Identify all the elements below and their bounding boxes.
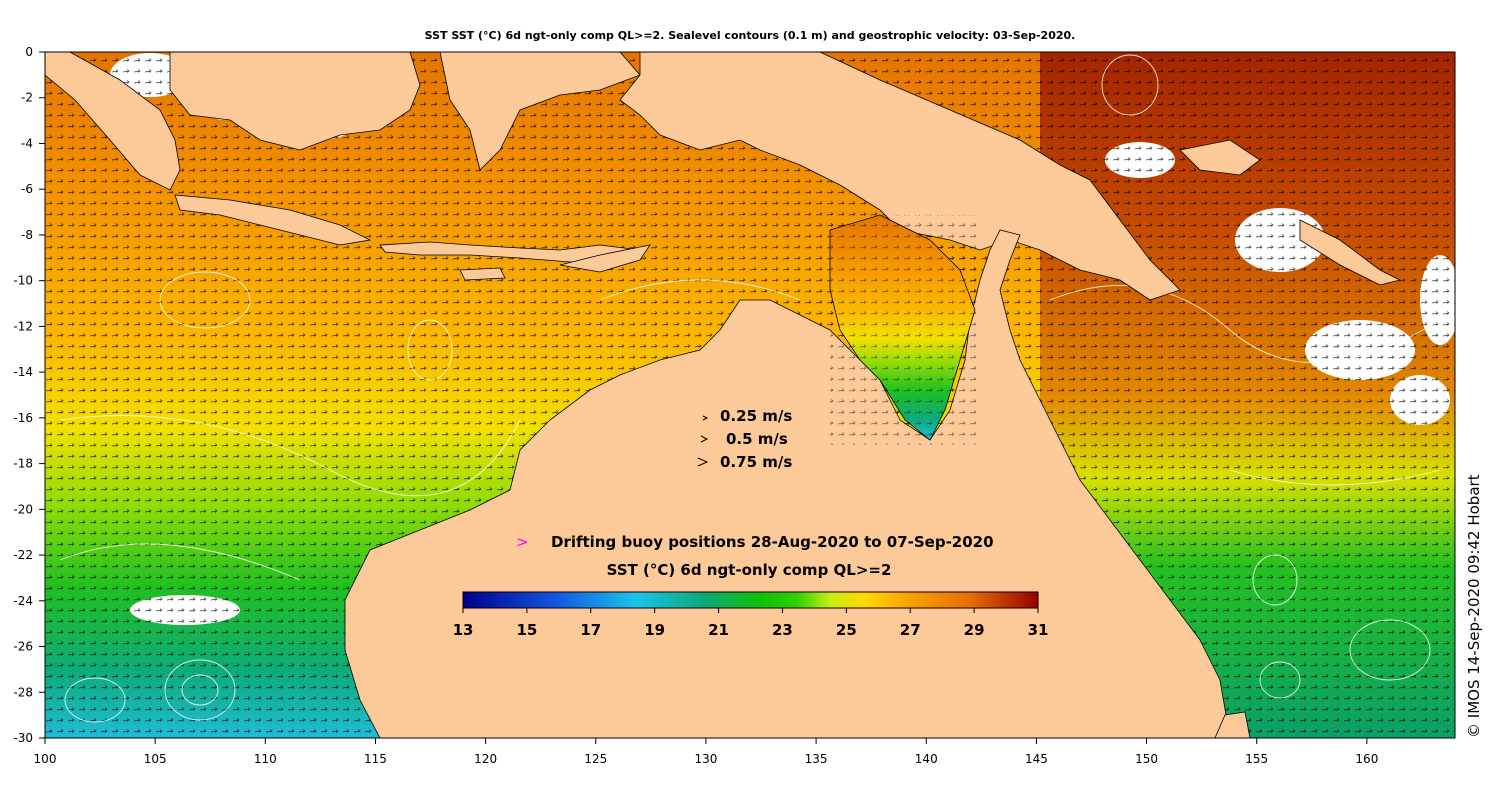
x-tick-label: 145 (1025, 752, 1048, 766)
velocity-key-label-05: 0.5 m/s (726, 430, 788, 448)
velocity-key-arrow-025 (702, 415, 709, 421)
x-tick-label: 105 (144, 752, 167, 766)
y-axis: 0 -2 -4 -6 -8 -10 -12 -14 -16 -18 -20 -22 -24 -26 -28 -… (13, 45, 45, 745)
colorbar-tick-label: 27 (900, 621, 921, 639)
x-tick-label: 110 (254, 752, 277, 766)
x-tick-label: 140 (915, 752, 938, 766)
colorbar-title: SST (°C) 6d ngt-only comp QL>=2 (607, 561, 892, 579)
velocity-key-label-075: 0.75 m/s (720, 453, 792, 471)
colorbar-tick-label: 23 (772, 621, 793, 639)
y-tick-label: -18 (13, 457, 33, 471)
map-title: SST SST (°C) 6d ngt-only comp QL>=2. Sea… (424, 29, 1076, 42)
velocity-key: 0.25 m/s 0.5 m/s 0.75 m/s (697, 407, 792, 471)
colorbar-tick-label: 31 (1028, 621, 1049, 639)
colorbar-scale (462, 591, 1039, 609)
x-tick-label: 150 (1135, 752, 1158, 766)
y-tick-label: -28 (13, 685, 33, 699)
colorbar-tick-label: 15 (516, 621, 537, 639)
land-timor (559, 244, 651, 273)
velocity-key-label-025: 0.25 m/s (720, 407, 792, 425)
land-sumba (459, 267, 506, 281)
colorbar-ticks: 13 15 17 19 21 23 25 27 29 31 (453, 608, 1049, 639)
x-tick-label: 115 (364, 752, 387, 766)
x-axis: 100 105 110 115 120 125 130 135 140 145 150 155 160 (34, 738, 1378, 766)
y-tick-label: -26 (13, 640, 33, 654)
colorbar-tick-label: 29 (964, 621, 985, 639)
x-tick-label: 120 (474, 752, 497, 766)
y-tick-label: -24 (13, 594, 33, 608)
colorbar-tick-label: 17 (580, 621, 601, 639)
colorbar-tick-label: 13 (453, 621, 474, 639)
plot-frame (44, 51, 1456, 739)
copyright-notice: © IMOS 14-Sep-2020 09:42 Hobart (1465, 474, 1483, 738)
land-java (174, 194, 372, 246)
buoy-legend-marker: > (516, 533, 529, 551)
land-new-britain (1179, 139, 1261, 176)
sealevel-contours (59, 54, 1441, 723)
y-tick-label: -6 (21, 182, 33, 196)
colorbar: SST (°C) 6d ngt-only comp QL>=2 13 15 17 19… (453, 561, 1049, 639)
land-sulawesi (439, 52, 641, 171)
buoy-legend: > Drifting buoy positions 28-Aug-2020 to… (516, 533, 994, 551)
velocity-key-arrow-05 (700, 435, 709, 443)
gulf-arrows (830, 215, 980, 445)
y-tick-label: -22 (13, 548, 33, 562)
colorbar-tick-label: 19 (644, 621, 665, 639)
y-tick-label: -12 (13, 319, 33, 333)
land-solomon (1299, 219, 1402, 286)
land-borneo (169, 52, 421, 151)
y-tick-label: -16 (13, 411, 33, 425)
x-tick-label: 135 (805, 752, 828, 766)
colorbar-tick-label: 21 (708, 621, 729, 639)
x-tick-label: 100 (34, 752, 57, 766)
x-tick-label: 125 (584, 752, 607, 766)
y-tick-label: -30 (13, 731, 33, 745)
land-tasmania (1214, 711, 1251, 738)
colorbar-tick-label: 25 (836, 621, 857, 639)
land-sumatra (45, 52, 181, 191)
land-masses (45, 52, 1402, 738)
x-tick-label: 160 (1355, 752, 1378, 766)
y-tick-label: -4 (21, 136, 33, 150)
y-tick-label: -8 (21, 228, 33, 242)
y-tick-label: -2 (21, 91, 33, 105)
x-tick-label: 155 (1245, 752, 1268, 766)
x-tick-label: 130 (694, 752, 717, 766)
y-tick-label: -14 (13, 365, 33, 379)
y-tick-label: 0 (25, 45, 33, 59)
y-tick-label: -20 (13, 502, 33, 516)
buoy-legend-label: Drifting buoy positions 28-Aug-2020 to 0… (551, 533, 994, 551)
y-tick-label: -10 (13, 274, 33, 288)
velocity-key-arrow-075 (697, 457, 709, 467)
